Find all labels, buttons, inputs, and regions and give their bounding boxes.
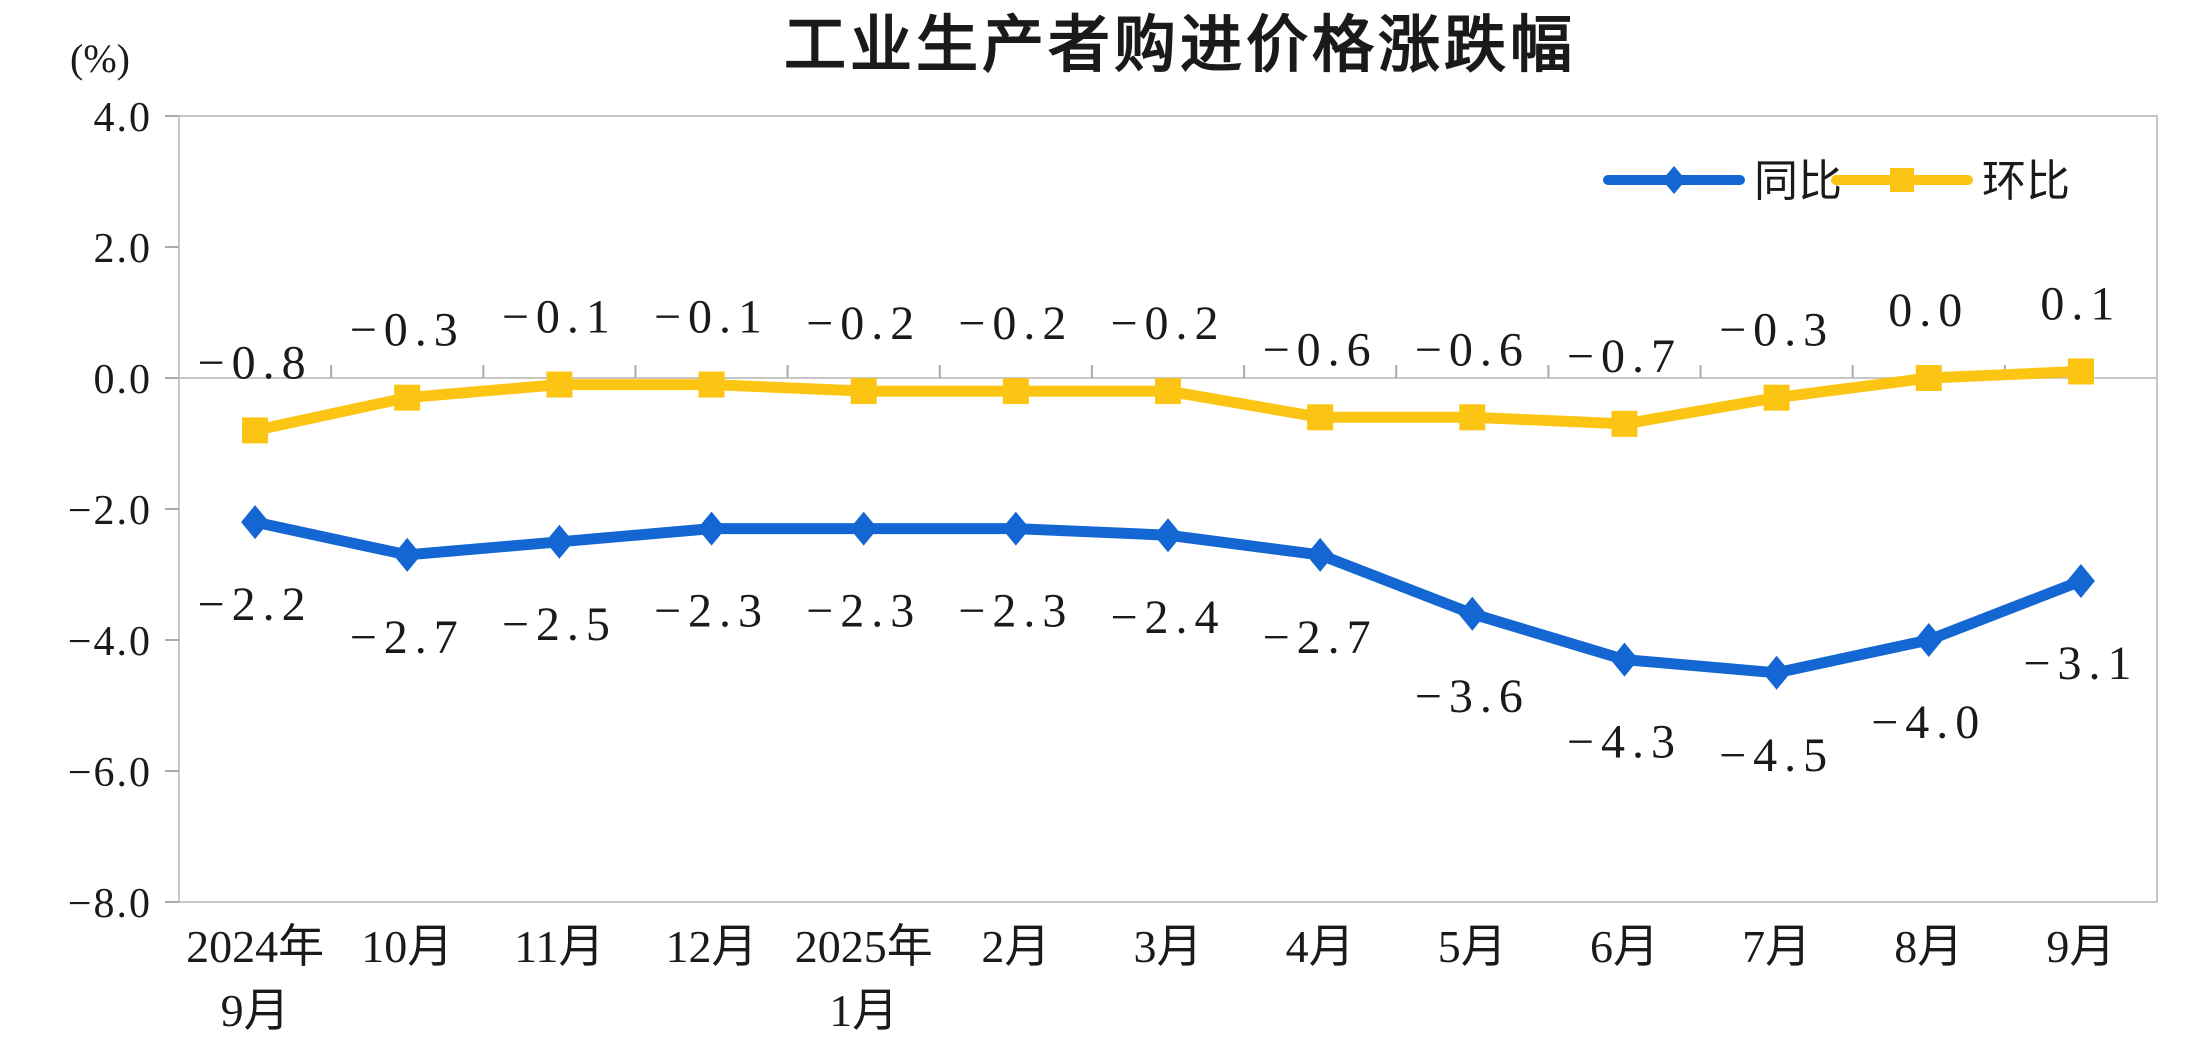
x-axis-label: 3月 [1134,921,1203,972]
square-marker [1155,378,1181,405]
x-axis-label: 1月 [829,985,898,1036]
x-axis-label: 8月 [1894,921,1963,972]
diamond-marker [241,505,270,540]
y-axis-tick-label: 2.0 [94,226,153,272]
data-label: −2.2 [198,578,313,631]
legend-diamond-icon [1662,166,1686,194]
data-label: 0.1 [2040,277,2121,330]
diamond-marker [1458,596,1487,631]
diamond-marker [1914,623,1943,657]
diamond-marker [697,511,726,546]
plot-border [178,115,2158,903]
data-label: −0.6 [1415,323,1530,376]
data-label: −0.2 [806,297,921,350]
x-axis-label: 6月 [1590,921,1659,972]
y-axis-unit-label: (%) [70,36,130,81]
x-axis-label: 4月 [1286,921,1355,972]
data-label: −0.8 [198,336,313,389]
data-label: −4.5 [1719,729,1834,782]
y-axis-tick-label: 0.0 [94,357,153,403]
data-label: −2.3 [806,585,921,638]
square-marker [1915,365,1942,391]
x-axis-label: 7月 [1742,921,1811,972]
diamond-marker [1306,537,1335,572]
square-marker [698,371,725,398]
square-marker [394,384,421,411]
y-axis-tick-label: −2.0 [68,488,152,534]
diamond-marker [545,524,574,559]
y-axis-tick-label: 4.0 [94,95,153,141]
square-marker [546,371,573,398]
diamond-marker [1610,642,1639,677]
data-label: −0.2 [958,297,1073,350]
chart-title: 工业生产者购进价格涨跌幅 [784,11,1576,80]
diamond-marker [849,511,878,546]
square-marker [1611,410,1638,437]
data-label: −2.4 [1110,591,1225,644]
data-label: −4.0 [1871,696,1986,749]
diamond-marker [1001,511,1030,546]
square-marker [2067,358,2094,385]
diamond-marker [393,537,422,572]
data-label: −0.3 [1719,304,1834,357]
data-label: 0.0 [1888,284,1969,337]
square-marker [850,378,877,405]
data-label: −0.3 [350,304,465,357]
x-axis-label: 2024年 [186,921,324,972]
data-label: −0.1 [654,291,769,344]
square-marker [1002,378,1029,405]
x-axis-label: 10月 [361,921,453,972]
data-label: −2.7 [1263,611,1378,664]
data-label: −2.3 [958,585,1073,638]
x-axis-label: 9月 [221,985,290,1036]
data-label: −0.1 [502,291,617,344]
data-label: −0.2 [1110,297,1225,350]
data-label: −0.6 [1263,323,1378,376]
legend-square-icon [1890,168,1914,192]
x-axis-label: 2025年 [795,921,933,972]
y-axis-tick-label: −4.0 [68,619,152,665]
diamond-marker [1154,518,1182,553]
square-marker [1763,384,1790,411]
data-label: −0.7 [1567,330,1682,383]
data-label: −4.3 [1567,716,1682,769]
diamond-marker [2066,564,2095,599]
data-label: −2.7 [350,611,465,664]
y-axis-tick-label: −8.0 [68,881,152,927]
x-axis-label: 5月 [1438,921,1507,972]
data-label: −3.6 [1415,670,1530,723]
x-axis-label: 2月 [981,921,1050,972]
x-axis-label: 11月 [514,921,604,972]
diamond-marker [1762,655,1791,690]
square-marker [1459,404,1486,431]
square-marker [242,417,269,444]
data-label: −2.5 [502,598,617,651]
square-marker [1307,404,1334,431]
data-label: −3.1 [2023,637,2138,690]
x-axis-label: 9月 [2046,921,2115,972]
legend-item-label: 环比 [1982,157,2070,206]
data-label: −2.3 [654,585,769,638]
x-axis-label: 12月 [666,921,758,972]
legend-item-label: 同比 [1754,157,1842,206]
y-axis-tick-label: −6.0 [68,750,152,796]
plot-area: 4.0 2.0 0.0 −2.0 −4.0 −6.0 −8.0 −2.2 −2.7 −2.5 −2.… [68,95,2158,1036]
